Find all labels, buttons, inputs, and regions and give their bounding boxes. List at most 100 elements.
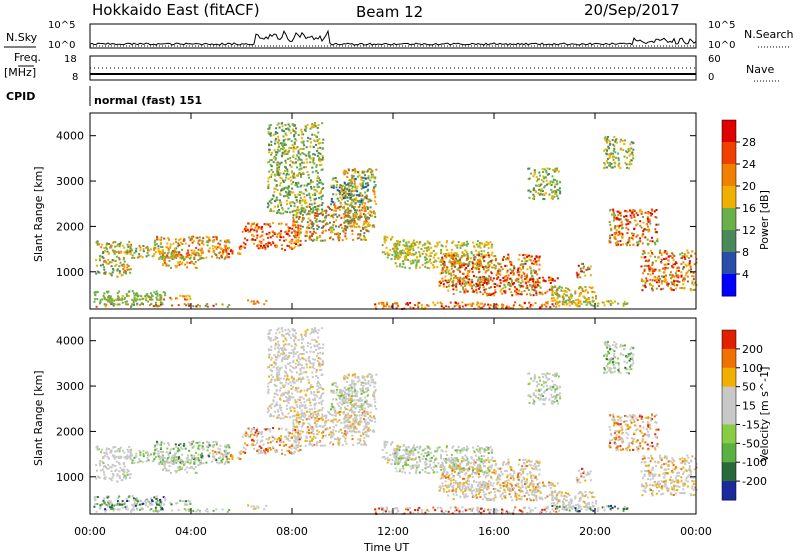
- velocity-cell: [100, 451, 102, 453]
- power-cell: [322, 142, 324, 144]
- velocity-cell: [269, 428, 271, 430]
- velocity-cell: [166, 451, 168, 453]
- power-cell: [275, 154, 277, 156]
- power-cell: [398, 253, 400, 255]
- power-cell: [393, 245, 395, 247]
- power-cell: [248, 231, 250, 233]
- velocity-cell: [137, 462, 139, 464]
- power-cell: [286, 211, 288, 213]
- power-cell: [613, 220, 615, 222]
- power-cell: [270, 199, 272, 201]
- power-cell: [274, 149, 276, 151]
- power-cell: [182, 295, 184, 297]
- power-cell: [272, 241, 274, 243]
- power-cell: [275, 246, 277, 248]
- power-cell: [110, 273, 112, 275]
- power-cell: [132, 290, 134, 292]
- power-cell: [481, 253, 483, 255]
- power-cell: [668, 255, 670, 257]
- nave-tick-bottom: 0: [708, 72, 714, 83]
- power-cell: [559, 191, 561, 193]
- power-cell: [354, 206, 356, 208]
- power-cell: [273, 210, 275, 212]
- power-cell: [187, 256, 189, 258]
- power-cell: [394, 302, 396, 304]
- power-cell: [103, 292, 105, 294]
- power-cell: [351, 190, 353, 192]
- velocity-cell: [171, 510, 173, 512]
- power-cell: [415, 267, 417, 269]
- power-cell: [503, 284, 505, 286]
- power-cell: [619, 141, 621, 143]
- power-cell: [493, 277, 495, 279]
- velocity-cell: [346, 443, 348, 445]
- power-cell: [592, 291, 594, 293]
- velocity-cell: [256, 440, 258, 442]
- power-cell: [290, 205, 292, 207]
- power-cell: [305, 235, 307, 237]
- velocity-cell: [168, 444, 170, 446]
- velocity-cell: [125, 508, 127, 510]
- power-cell: [621, 228, 623, 230]
- power-cell: [282, 188, 284, 190]
- power-cell: [624, 139, 626, 141]
- power-cell: [611, 234, 613, 236]
- power-cell: [654, 256, 656, 258]
- power-cell: [625, 215, 627, 217]
- power-cell: [665, 267, 667, 269]
- power-cell: [424, 262, 426, 264]
- power-cell: [193, 256, 195, 258]
- power-cell: [297, 182, 299, 184]
- velocity-cell: [254, 444, 256, 446]
- power-cell: [655, 216, 657, 218]
- power-cell: [300, 129, 302, 131]
- power-cell: [688, 257, 690, 259]
- power-cell: [359, 204, 361, 206]
- velocity-cell: [116, 461, 118, 463]
- power-cell: [159, 294, 161, 296]
- power-cell: [651, 252, 653, 254]
- power-cell: [483, 256, 485, 258]
- power-cell: [645, 282, 647, 284]
- power-cell: [316, 170, 318, 172]
- power-cell: [363, 213, 365, 215]
- cpid-value: normal (fast) 151: [94, 94, 202, 107]
- velocity-cell: [295, 431, 297, 433]
- power-cell: [340, 217, 342, 219]
- power-cell: [270, 210, 272, 212]
- velocity-cell: [216, 453, 218, 455]
- velocity-cell: [110, 478, 112, 480]
- power-cell: [371, 176, 373, 178]
- power-cell: [543, 279, 545, 281]
- power-cell: [551, 286, 553, 288]
- velocity-cell: [117, 509, 119, 511]
- power-cell: [465, 254, 467, 256]
- power-cell: [525, 282, 527, 284]
- power-cell: [440, 259, 442, 261]
- power-cell: [297, 194, 299, 196]
- power-cell: [580, 270, 582, 272]
- power-cell: [487, 252, 489, 254]
- power-cell: [419, 255, 421, 257]
- power-cell: [365, 178, 367, 180]
- power-cell: [242, 231, 244, 233]
- power-cell: [609, 224, 611, 226]
- power-cell: [522, 272, 524, 274]
- power-cell: [244, 247, 246, 249]
- power-cell: [630, 215, 632, 217]
- power-cell: [316, 180, 318, 182]
- power-cell: [549, 193, 551, 195]
- velocity-cell: [193, 445, 195, 447]
- power-cell: [507, 254, 509, 256]
- power-cell: [282, 142, 284, 144]
- power-cell: [300, 240, 302, 242]
- power-cell: [687, 276, 689, 278]
- velocity-cell: [261, 433, 263, 435]
- power-cell: [615, 157, 617, 159]
- power-cell: [359, 192, 361, 194]
- power-cell: [488, 256, 490, 258]
- velocity-cell: [184, 503, 186, 505]
- power-cell: [174, 248, 176, 250]
- power-cell: [179, 257, 181, 259]
- power-cell: [127, 244, 129, 246]
